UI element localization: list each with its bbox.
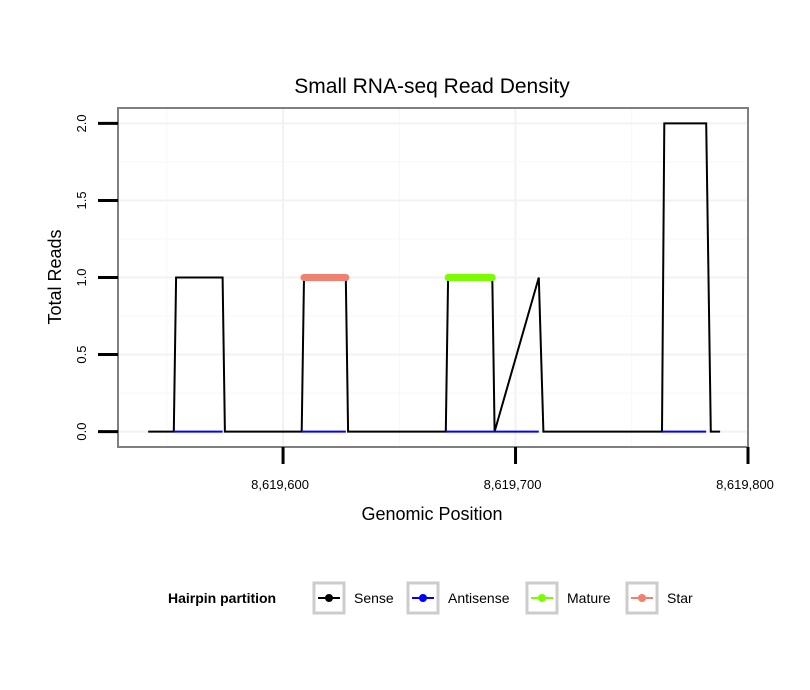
legend-key-point-sense [325, 594, 333, 602]
x-tick-label: 8,619,700 [484, 477, 542, 492]
legend-label-antisense: Antisense [448, 590, 510, 606]
legend-label-mature: Mature [567, 590, 611, 606]
x-axis-label: Genomic Position [361, 504, 502, 524]
y-axis: 0.0 0.5 1.0 1.5 2.0 [74, 114, 118, 441]
legend-label-star: Star [667, 590, 693, 606]
series-line-sense [148, 122, 721, 433]
x-tick-label: 8,619,800 [716, 477, 774, 492]
series-layer [148, 122, 721, 433]
y-tick-label: 1.5 [74, 191, 89, 209]
chart-title: Small RNA-seq Read Density [294, 75, 570, 98]
x-tick-label: 8,619,600 [251, 477, 309, 492]
y-tick-label: 0.0 [74, 423, 89, 441]
legend-key-point-star [638, 594, 646, 602]
y-tick-label: 1.0 [74, 268, 89, 286]
legend-key-point-mature [538, 594, 546, 602]
legend-label-sense: Sense [354, 590, 394, 606]
x-axis: 8,619,600 8,619,700 8,619,800 [251, 447, 774, 492]
y-tick-label: 0.5 [74, 346, 89, 364]
y-tick-label: 2.0 [74, 114, 89, 132]
legend: Hairpin partition Sense Antisense Mature St… [168, 581, 693, 615]
y-axis-label: Total Reads [45, 229, 65, 324]
legend-key-point-antisense [419, 594, 427, 602]
legend-title: Hairpin partition [168, 590, 276, 606]
